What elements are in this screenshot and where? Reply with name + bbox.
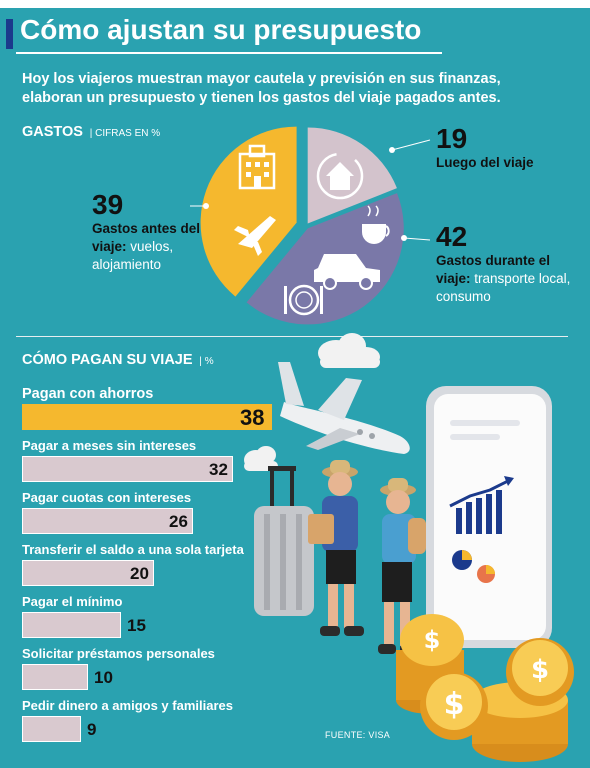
pie-slice-before-trip (200, 126, 297, 297)
phone-icon (426, 386, 552, 648)
airplane-small-icon (234, 216, 276, 256)
expenses-pie-chart (190, 126, 431, 325)
source-note: FUENTE: VISA (325, 730, 391, 740)
bar-2 (22, 508, 193, 534)
pie-leader-line (403, 237, 431, 241)
gastos-title: GASTOS (22, 124, 83, 140)
hotel-icon (238, 144, 276, 190)
bar-value-label: 10 (94, 668, 113, 687)
cloud-icon (318, 333, 380, 368)
pie-leader-dot (203, 203, 209, 209)
top-bar (0, 0, 590, 8)
svg-text:$: $ (444, 687, 465, 722)
bar-category-label: Pagan con ahorros (22, 386, 154, 402)
bar-category-label: Solicitar préstamos personales (22, 646, 215, 661)
bar-3 (22, 560, 154, 586)
bar-0 (22, 404, 272, 430)
dollar-coins-icon: $ $ $ (396, 614, 574, 762)
title-accent-bar (6, 19, 13, 49)
title-underline (16, 52, 442, 54)
payment-heading: CÓMO PAGAN SU VIAJE | % (22, 352, 214, 368)
pie-leader-line (391, 139, 431, 151)
bar-category-label: Pagar el mínimo (22, 594, 123, 609)
bar-value-label: 9 (87, 720, 97, 739)
section-divider (16, 336, 568, 337)
pie-label-after: 19 Luego del viaje (436, 124, 556, 172)
payment-subtitle: % (204, 356, 214, 367)
pie-label-during-bold: Gastos durante el viaje: (436, 253, 551, 286)
pie-leader-dot (401, 235, 407, 241)
suitcase-icon (254, 466, 314, 616)
plate-cutlery-icon (284, 284, 323, 316)
gastos-heading: GASTOS | CIFRAS EN % (22, 124, 161, 140)
car-icon (314, 254, 380, 290)
bar-value-label: 15 (127, 616, 146, 635)
pie-label-before: 39 Gastos antes del viaje: vuelos, aloja… (92, 190, 212, 274)
bar-value-label: 26 (169, 512, 188, 531)
pie-leader-dot (389, 147, 395, 153)
payment-title: CÓMO PAGAN SU VIAJE (22, 352, 193, 368)
cloud-icon (244, 446, 278, 471)
pie-label-during: 42 Gastos durante el viaje: transporte l… (436, 222, 576, 306)
home-cycle-icon (316, 152, 364, 200)
gastos-subtitle: CIFRAS EN % (95, 128, 161, 139)
bar-value-label: 20 (130, 564, 149, 583)
svg-text:$: $ (424, 626, 441, 654)
bar-category-label: Pagar cuotas con intereses (22, 490, 192, 505)
bar-category-label: Transferir el saldo a una sola tarjeta (22, 542, 244, 557)
intro-text: Hoy los viajeros muestran mayor cautela … (22, 71, 501, 106)
bar-6 (22, 716, 81, 742)
bar-value-label: 38 (240, 405, 265, 430)
traveler-man-icon (308, 460, 364, 636)
pie-value-after: 19 (436, 123, 468, 154)
airplane-icon (278, 362, 410, 454)
page-title: Cómo ajustan su presupuesto (20, 14, 422, 45)
bar-category-label: Pagar a meses sin intereses (22, 438, 197, 453)
bar-5 (22, 664, 88, 690)
svg-text:$: $ (531, 655, 549, 685)
bar-1 (22, 456, 233, 482)
bar-category-label: Pedir dinero a amigos y familiares (22, 698, 233, 713)
pie-label-during-rest: transporte local, consumo (436, 271, 571, 304)
pie-label-after-bold: Luego del viaje (436, 155, 534, 170)
pie-label-before-bold: Gastos antes del viaje: (92, 221, 201, 254)
pie-value-during: 42 (436, 221, 468, 252)
bar-4 (22, 612, 121, 638)
bar-value-label: 32 (209, 460, 228, 479)
pie-label-before-rest: vuelos, alojamiento (92, 239, 174, 272)
pie-value-before: 39 (92, 189, 124, 220)
coffee-cup-icon (362, 205, 390, 244)
